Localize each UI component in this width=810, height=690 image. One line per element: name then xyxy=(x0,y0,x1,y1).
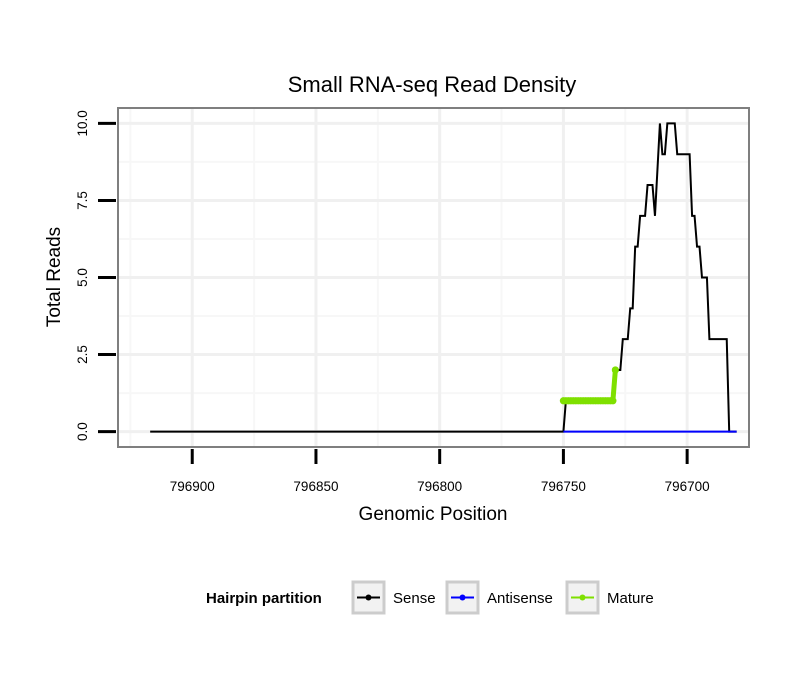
legend-key-point-mature xyxy=(579,594,586,601)
legend-label-antisense: Antisense xyxy=(487,590,553,607)
legend-item-sense: Sense xyxy=(351,580,436,615)
grid xyxy=(118,108,750,447)
x-tick-label: 796700 xyxy=(665,479,710,494)
chart-title: Small RNA-seq Read Density xyxy=(288,72,577,97)
data-point-mature xyxy=(611,366,619,374)
x-tick-label: 796900 xyxy=(170,479,215,494)
x-axis: 796900 796850 796800 796750 796700 xyxy=(170,449,710,494)
legend-key-point-antisense xyxy=(459,594,466,601)
legend-label-sense: Sense xyxy=(393,590,436,607)
y-tick-label: 5.0 xyxy=(75,268,90,287)
legend: Hairpin partition Sense Antisense Mature xyxy=(206,580,654,615)
legend-title: Hairpin partition xyxy=(206,590,322,607)
y-axis: 0.0 2.5 5.0 7.5 10.0 xyxy=(75,110,116,441)
y-tick-label: 0.0 xyxy=(75,422,90,441)
legend-item-mature: Mature xyxy=(565,580,654,615)
legend-key-point-sense xyxy=(365,594,372,601)
y-tick-label: 10.0 xyxy=(75,110,90,136)
plot-border xyxy=(117,107,750,448)
x-axis-label: Genomic Position xyxy=(359,504,508,525)
x-tick-label: 796850 xyxy=(293,479,338,494)
data-point-mature xyxy=(609,397,617,405)
legend-label-mature: Mature xyxy=(607,590,654,607)
y-tick-label: 7.5 xyxy=(75,191,90,210)
legend-item-antisense: Antisense xyxy=(445,580,553,615)
y-tick-label: 2.5 xyxy=(75,345,90,364)
y-axis-label: Total Reads xyxy=(44,227,65,327)
x-tick-label: 796800 xyxy=(417,479,462,494)
x-tick-label: 796750 xyxy=(541,479,586,494)
series-mature xyxy=(559,366,619,405)
series-layer xyxy=(150,122,737,433)
series-line-sense xyxy=(150,122,737,433)
plot-panel xyxy=(117,107,750,448)
